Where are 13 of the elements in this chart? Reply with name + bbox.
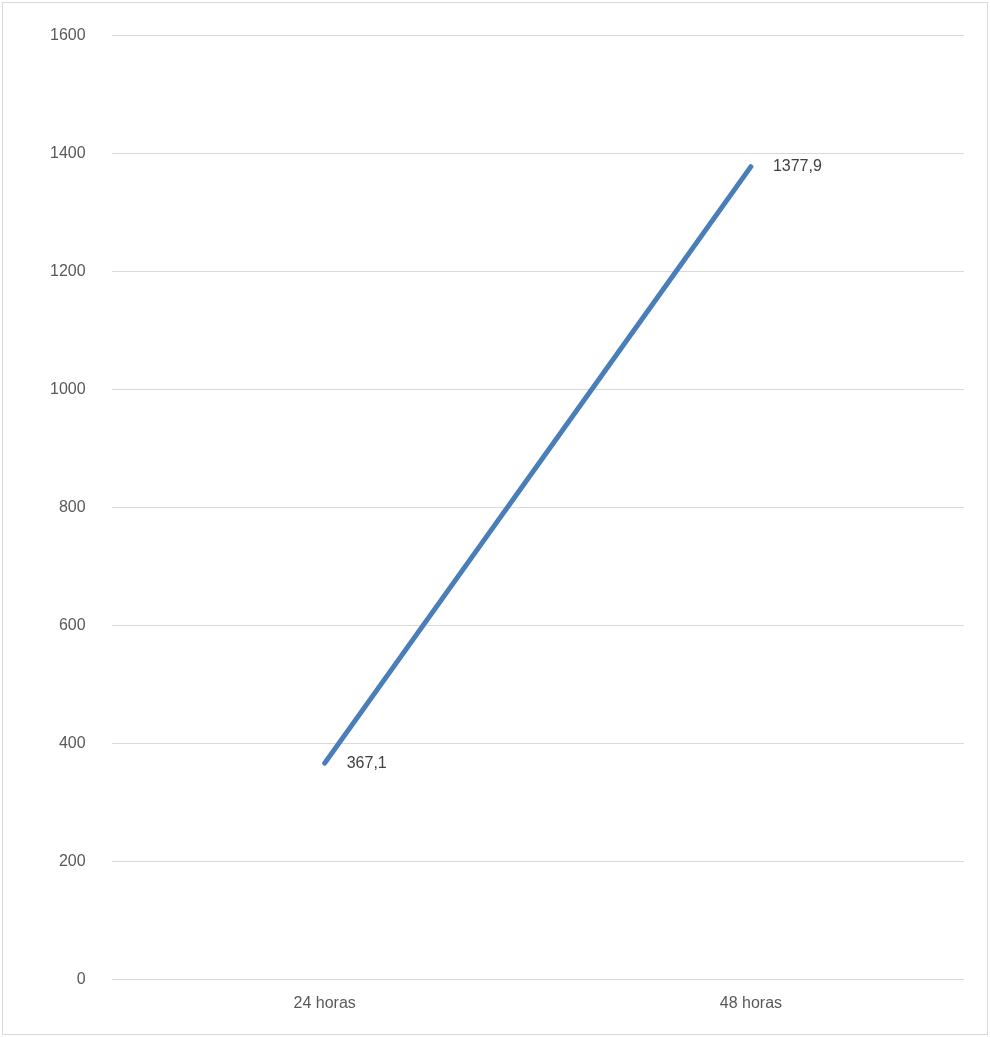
y-tick-label: 1400 bbox=[50, 144, 86, 162]
y-tick-label: 800 bbox=[58, 498, 86, 516]
x-tick-label: 48 horas bbox=[719, 993, 783, 1011]
data-label: 367,1 bbox=[346, 753, 387, 771]
data-label: 1377,9 bbox=[772, 157, 822, 175]
x-tick-label: 24 horas bbox=[293, 993, 356, 1011]
y-tick-label: 0 bbox=[76, 970, 86, 988]
y-tick-label: 200 bbox=[58, 852, 86, 870]
y-tick-label: 600 bbox=[58, 616, 86, 634]
y-tick-label: 1000 bbox=[50, 380, 86, 398]
y-tick-label: 1600 bbox=[50, 26, 86, 44]
y-tick-label: 1200 bbox=[50, 262, 86, 280]
y-tick-label: 400 bbox=[58, 734, 86, 752]
